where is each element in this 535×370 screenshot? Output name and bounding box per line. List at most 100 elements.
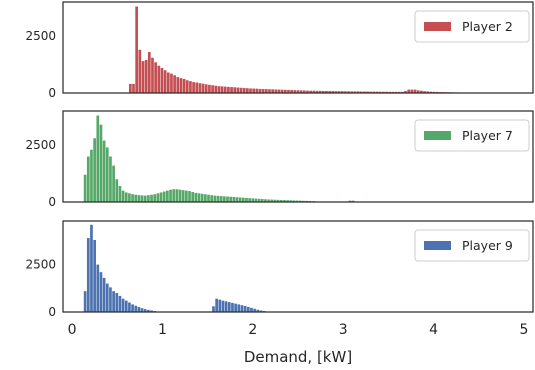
panel-1: 0 2500 Player 2 (25, 1, 534, 100)
bar (147, 52, 151, 93)
bar (159, 192, 163, 202)
bar (121, 298, 125, 312)
bar (235, 197, 239, 202)
bar (105, 283, 109, 312)
bar (404, 90, 407, 93)
bar (250, 307, 253, 312)
bar (212, 306, 215, 312)
legend-swatch (424, 22, 451, 31)
bar (306, 90, 309, 93)
bar (248, 198, 251, 202)
bar (181, 190, 185, 202)
bar (238, 197, 242, 202)
bar (112, 291, 115, 312)
bar (350, 91, 354, 93)
bar (213, 195, 217, 202)
bar (195, 82, 199, 93)
panel-3: 0 2500 Player 9 (25, 220, 534, 319)
bar (170, 73, 173, 93)
x-tick-label: 3 (339, 322, 348, 338)
bar (134, 305, 138, 312)
bar (207, 194, 210, 202)
bar (156, 193, 160, 202)
bar (154, 62, 157, 93)
bar (378, 91, 382, 93)
bar (429, 91, 433, 93)
bar (251, 198, 255, 202)
bar (219, 196, 223, 202)
bar (243, 305, 247, 312)
bar (289, 200, 293, 202)
bar (302, 90, 306, 93)
bar (102, 277, 106, 313)
bar (223, 86, 227, 93)
bar (315, 90, 319, 93)
axes-frame (62, 220, 534, 313)
bar (211, 85, 214, 93)
bar (261, 89, 265, 93)
y-tick-label: 2500 (25, 258, 56, 272)
bar (109, 287, 112, 312)
bar (241, 197, 245, 202)
bar (204, 84, 208, 93)
y-tick-label: 0 (48, 305, 56, 319)
x-tick-label: 4 (429, 322, 438, 338)
bar (179, 78, 183, 93)
bar (363, 91, 366, 93)
bar (90, 224, 93, 312)
bar (245, 197, 248, 202)
bar (277, 89, 281, 93)
bar (96, 115, 100, 202)
bar (351, 200, 355, 202)
bar (236, 87, 240, 93)
bar (93, 239, 96, 312)
bar (137, 195, 141, 202)
x-tick-label: 1 (158, 322, 167, 338)
bar (134, 194, 138, 202)
bar (198, 83, 202, 93)
bar (283, 200, 286, 202)
bar (276, 199, 280, 202)
bar (105, 147, 109, 202)
bar (325, 90, 328, 93)
bar (296, 90, 300, 93)
bar (178, 189, 182, 202)
bar (416, 90, 420, 93)
x-tick-label: 2 (248, 322, 257, 338)
bar (226, 196, 229, 202)
legend: Player 7 (414, 119, 530, 152)
bar (162, 191, 166, 202)
bar (192, 82, 195, 93)
x-tick-label: 0 (68, 322, 77, 338)
bar (268, 89, 271, 93)
bar (143, 309, 147, 312)
bars (128, 6, 461, 93)
bar (267, 199, 270, 202)
bar (160, 67, 164, 93)
bar (348, 200, 352, 202)
bar (312, 90, 316, 93)
bar (328, 91, 331, 93)
bar (331, 91, 335, 93)
x-tick-label: 5 (520, 322, 529, 338)
bar (290, 90, 294, 93)
bar (413, 89, 417, 93)
legend: Player 2 (414, 10, 530, 43)
bar (166, 190, 169, 203)
bar (283, 89, 287, 93)
bar (353, 91, 357, 93)
bar (137, 307, 141, 312)
bar (86, 238, 90, 312)
bar (224, 301, 228, 312)
bar (246, 88, 249, 93)
bar (220, 86, 224, 93)
bar (115, 293, 119, 312)
bar (249, 88, 252, 93)
bar (185, 80, 189, 93)
bar (359, 91, 363, 93)
bar (197, 193, 201, 202)
bar (172, 189, 176, 202)
bar (264, 199, 267, 202)
bar (232, 197, 236, 202)
